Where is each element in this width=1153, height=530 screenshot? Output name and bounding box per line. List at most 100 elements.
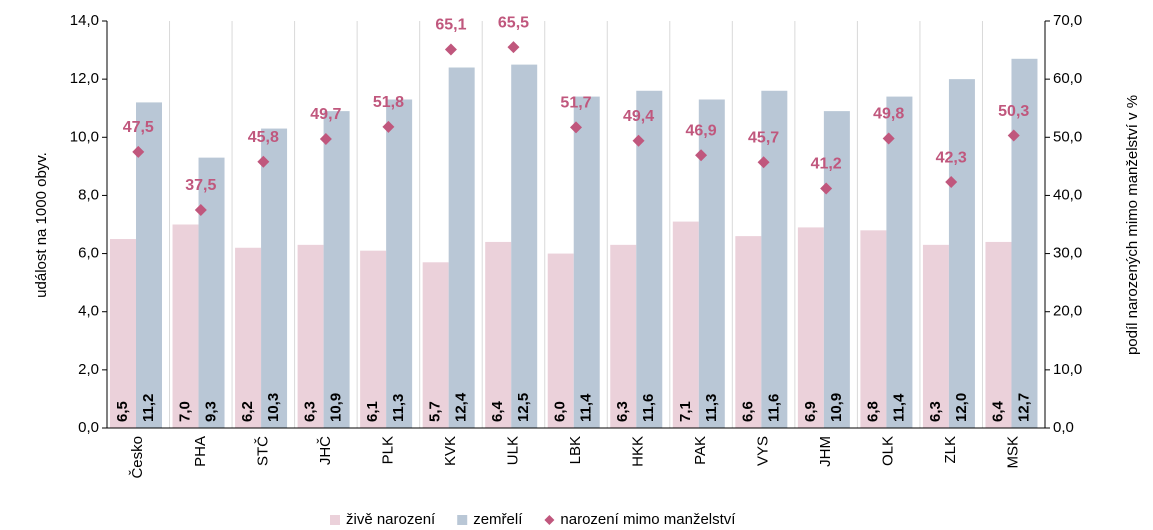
data-label: 65,1	[435, 17, 466, 34]
bar	[672, 221, 699, 428]
legend-marker	[330, 515, 340, 525]
bar	[761, 90, 788, 429]
bar	[360, 250, 387, 428]
x-tick-label: MSK	[1005, 436, 1022, 469]
y-tick-label: 4,0	[78, 303, 99, 320]
data-label: 9,3	[203, 401, 220, 422]
data-label: 45,7	[748, 130, 779, 147]
diamond-marker	[570, 121, 582, 134]
diamond-marker	[132, 145, 145, 158]
data-label: 6,8	[864, 401, 881, 422]
y2-tick-label: 10,0	[1053, 361, 1082, 378]
bar	[448, 67, 475, 428]
x-tick-label: STČ	[254, 436, 271, 466]
data-label: 11,3	[390, 394, 407, 422]
x-tick-label: LBK	[567, 436, 584, 464]
data-label: 50,3	[998, 103, 1029, 120]
diamond-marker	[507, 41, 520, 54]
bar	[235, 247, 262, 428]
x-tick-label: VYS	[755, 436, 772, 466]
data-label: 49,7	[310, 106, 341, 123]
diamond-marker	[444, 43, 457, 56]
data-label: 12,0	[953, 393, 970, 422]
diamond-marker	[820, 182, 833, 195]
y-tick-label: 10,0	[70, 128, 99, 145]
y2-tick-label: 60,0	[1053, 70, 1082, 87]
x-tick-label: ZLK	[942, 436, 959, 464]
diamond-marker	[382, 120, 395, 133]
bar	[422, 262, 449, 428]
bar	[485, 241, 512, 428]
data-label: 12,5	[515, 393, 532, 422]
data-label: 7,0	[177, 401, 194, 422]
x-tick-label: ULK	[504, 436, 521, 465]
data-label: 49,4	[623, 108, 654, 125]
x-tick-label: PAK	[692, 436, 709, 465]
diamond-marker	[695, 149, 708, 162]
data-label: 47,5	[123, 119, 154, 136]
data-label: 10,3	[265, 393, 282, 422]
data-label: 46,9	[685, 123, 716, 140]
x-tick-label: JHM	[817, 436, 834, 467]
data-label: 51,8	[373, 94, 404, 111]
bar	[797, 227, 824, 428]
diamond-marker	[257, 155, 270, 168]
data-label: 37,5	[185, 177, 216, 194]
x-tick-label: OLK	[880, 436, 897, 466]
legend-label: zemřelí	[473, 511, 523, 528]
data-label: 6,4	[989, 400, 1006, 422]
bar	[198, 157, 225, 428]
legend-marker	[457, 515, 468, 525]
y-tick-label: 14,0	[70, 12, 99, 29]
bar	[948, 79, 975, 429]
bar	[573, 96, 600, 428]
bar	[735, 236, 762, 428]
data-label: 6,3	[927, 401, 944, 422]
bar	[1011, 58, 1038, 429]
data-label: 41,2	[811, 156, 842, 173]
x-tick-label: HKK	[630, 436, 647, 467]
bar	[698, 99, 725, 428]
bar	[823, 111, 850, 428]
data-label: 6,5	[114, 401, 131, 422]
data-label: 7,1	[677, 401, 694, 422]
y2-tick-label: 0,0	[1053, 419, 1074, 436]
y-tick-label: 12,0	[70, 70, 99, 87]
data-label: 11,3	[703, 394, 720, 422]
diamond-marker	[194, 203, 207, 216]
data-label: 10,9	[828, 393, 845, 422]
bar	[386, 99, 413, 428]
data-label: 11,4	[578, 393, 595, 422]
data-label: 45,8	[248, 129, 279, 146]
bar	[985, 241, 1012, 428]
data-label: 6,9	[802, 401, 819, 422]
data-label: 49,8	[873, 106, 904, 123]
bar	[636, 90, 663, 429]
bar	[922, 244, 949, 428]
y-tick-label: 0,0	[78, 419, 99, 436]
data-label: 6,3	[614, 401, 631, 422]
diamond-marker	[632, 134, 645, 147]
x-tick-label: JHČ	[317, 436, 334, 465]
diamond-marker	[1007, 129, 1020, 142]
legend-label: živě narození	[346, 511, 436, 528]
y2-tick-label: 30,0	[1053, 245, 1082, 262]
y-tick-label: 8,0	[78, 186, 99, 203]
y2-tick-label: 70,0	[1053, 12, 1082, 29]
data-label: 51,7	[560, 95, 591, 112]
diamond-marker	[319, 133, 332, 146]
diamond-marker	[757, 156, 770, 169]
y2-tick-label: 40,0	[1053, 186, 1082, 203]
data-label: 10,9	[328, 393, 345, 422]
data-label: 11,4	[890, 393, 907, 422]
data-label: 12,7	[1015, 393, 1032, 422]
bar	[261, 128, 288, 429]
x-tick-label: PLK	[379, 436, 396, 464]
data-label: 6,1	[364, 401, 381, 422]
data-label: 11,2	[140, 394, 157, 422]
bar	[610, 244, 637, 428]
bar	[172, 224, 199, 428]
bar	[110, 239, 136, 428]
data-label: 42,3	[936, 149, 967, 166]
